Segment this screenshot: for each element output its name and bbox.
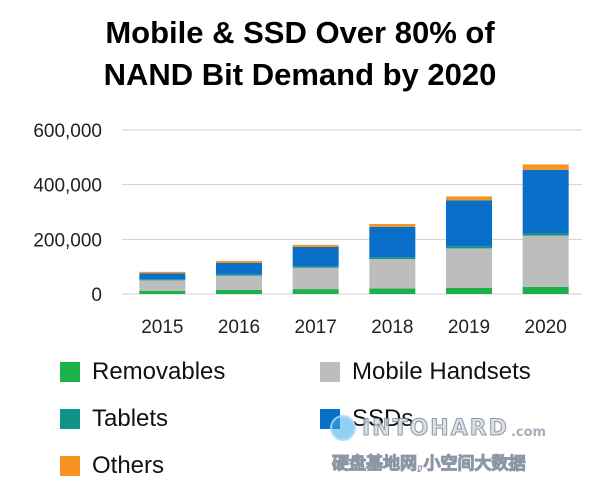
bar-segment-mobile-handsets-2017 [292,267,339,290]
bar-segment-ssds-2018 [369,226,416,258]
bar-segment-tablets-2015 [139,279,186,281]
bar-segment-mobile-handsets-2018 [369,259,416,289]
gridlines [122,129,582,295]
bar-segment-removables-2020 [522,286,569,294]
bar-segment-mobile-handsets-2015 [139,280,186,291]
bar-segment-mobile-handsets-2019 [446,248,492,288]
bar-segment-mobile-handsets-2020 [522,235,569,287]
bar-segment-removables-2017 [292,289,339,294]
y-tick-label: 600,000 [33,121,102,142]
y-axis-ticks: 0 200,000 400,000 600,000 [33,121,102,306]
x-tick-label: 2020 [525,317,567,338]
chart-title: Mobile & SSD Over 80% of NAND Bit Demand… [0,12,600,96]
bar-segment-tablets-2018 [369,257,416,260]
y-tick-label: 0 [91,285,102,306]
bar-segment-others-2017 [292,244,339,247]
bar-segment-ssds-2017 [292,246,339,267]
bar-segment-others-2016 [216,260,262,263]
bar-segment-removables-2019 [446,287,492,294]
x-tick-label: 2019 [448,317,490,338]
bar-segment-mobile-handsets-2016 [216,275,262,290]
bar-segment-tablets-2020 [522,233,569,236]
bar-segment-tablets-2017 [292,266,339,268]
bar-segment-others-2018 [369,224,416,227]
bar-segment-ssds-2016 [216,262,262,275]
bar-segment-ssds-2015 [139,273,186,280]
y-tick-label: 200,000 [33,230,102,251]
bar-segment-ssds-2020 [522,169,569,234]
bar-segment-tablets-2016 [216,274,262,276]
chart-title-line-2: NAND Bit Demand by 2020 [103,57,497,92]
bar-segment-others-2015 [139,271,186,274]
bars [139,164,569,294]
x-tick-label: 2018 [371,317,413,338]
x-tick-label: 2015 [141,317,183,338]
bar-segment-ssds-2019 [446,200,492,247]
x-axis-ticks: 2015 2016 2017 2018 2019 2020 [141,317,567,338]
bar-segment-others-2019 [446,196,492,201]
x-tick-label: 2016 [218,317,260,338]
x-tick-label: 2017 [295,317,337,338]
chart-title-line-1: Mobile & SSD Over 80% of [105,15,495,50]
bar-segment-tablets-2019 [446,246,492,249]
bar-segment-removables-2018 [369,288,416,294]
y-tick-label: 400,000 [33,176,102,197]
bar-segment-removables-2015 [139,290,186,294]
bar-segment-removables-2016 [216,289,262,294]
bar-segment-others-2020 [522,164,569,170]
